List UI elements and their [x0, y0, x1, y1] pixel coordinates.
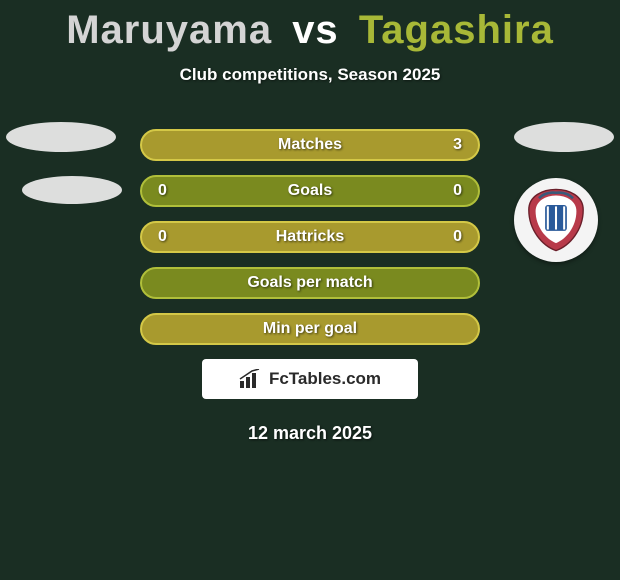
stat-row-hattricks: 0 Hattricks 0: [140, 221, 480, 253]
comparison-title: Maruyama vs Tagashira: [0, 0, 620, 53]
stat-label: Goals: [188, 182, 432, 200]
stat-right-value: 3: [432, 136, 462, 154]
player1-photo-placeholder: [6, 122, 116, 152]
stat-right-value: 0: [432, 182, 462, 200]
club-crest-icon: [522, 186, 590, 254]
stat-row-goals-per-match: Goals per match: [140, 267, 480, 299]
competition-subtitle: Club competitions, Season 2025: [0, 65, 620, 85]
stat-label: Matches: [188, 136, 432, 154]
date-text: 12 march 2025: [0, 423, 620, 444]
stat-row-matches: Matches 3: [140, 129, 480, 161]
stat-label: Min per goal: [188, 320, 432, 338]
stat-row-min-per-goal: Min per goal: [140, 313, 480, 345]
stat-label: Hattricks: [188, 228, 432, 246]
bar-chart-icon: [239, 369, 263, 389]
player1-club-placeholder: [22, 176, 122, 204]
stat-right-value: 0: [432, 228, 462, 246]
fctables-logo-box: FcTables.com: [202, 359, 418, 399]
player2-name: Tagashira: [359, 8, 554, 52]
vs-text: vs: [292, 8, 339, 52]
player1-name: Maruyama: [66, 8, 272, 52]
stat-left-value: 0: [158, 182, 188, 200]
stat-row-goals: 0 Goals 0: [140, 175, 480, 207]
fctables-logo-text: FcTables.com: [269, 369, 381, 389]
stat-left-value: 0: [158, 228, 188, 246]
stat-label: Goals per match: [188, 274, 432, 292]
player2-club-badge: [514, 178, 598, 262]
player2-photo-placeholder: [514, 122, 614, 152]
